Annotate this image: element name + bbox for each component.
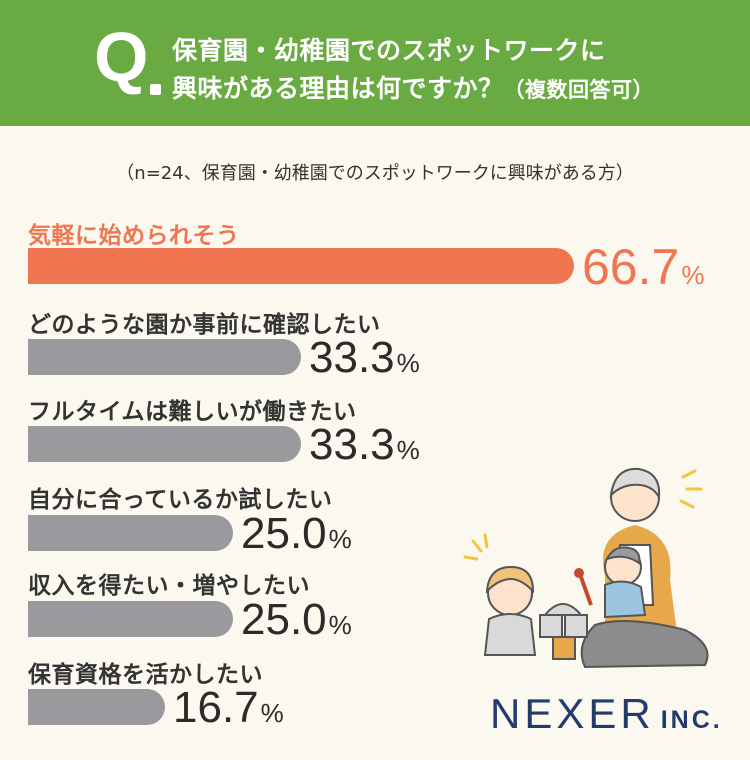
- bar: [28, 689, 165, 725]
- value-number: 25.0: [241, 509, 327, 558]
- logo-sub: INC.: [660, 706, 723, 734]
- value-number: 66.7: [582, 239, 680, 295]
- bar-label: 保育資格を活かしたい: [28, 662, 263, 688]
- q-dot: [150, 84, 161, 95]
- bar-value-label: 25.0%: [241, 595, 352, 645]
- bar-value-label: 16.7%: [173, 683, 284, 733]
- value-number: 16.7: [173, 683, 259, 732]
- bar-label: どのような園か事前に確認したい: [28, 312, 381, 338]
- childcare-illustration-icon: [463, 467, 709, 669]
- bar: [28, 248, 574, 284]
- bar: [28, 339, 301, 375]
- value-unit: %: [260, 698, 284, 728]
- value-number: 33.3: [309, 333, 395, 382]
- value-unit: %: [396, 435, 420, 465]
- value-unit: %: [396, 348, 420, 378]
- value-number: 33.3: [309, 420, 395, 469]
- bar-value-label: 66.7%: [582, 238, 704, 296]
- q-mark: Q: [94, 18, 149, 96]
- bar: [28, 426, 301, 462]
- bar-label: 自分に合っているか試したい: [28, 487, 333, 513]
- value-unit: %: [328, 610, 352, 640]
- question-line-1: 保育園・幼稚園でのスポットワークに: [172, 36, 606, 65]
- bar-label: フルタイムは難しいが働きたい: [28, 399, 357, 425]
- value-unit: %: [681, 260, 705, 290]
- nexer-logo: NEXER INC.: [490, 690, 723, 738]
- bar-label: 気軽に始められそう: [28, 223, 240, 249]
- logo-main: NEXER: [490, 690, 655, 737]
- bar-value-label: 25.0%: [241, 509, 352, 559]
- bar-value-label: 33.3%: [309, 333, 420, 383]
- question-line-2-text: 興味がある理由は何ですか？: [172, 74, 504, 103]
- bar-value-label: 33.3%: [309, 420, 420, 470]
- value-number: 25.0: [241, 595, 327, 644]
- question-line-2: 興味がある理由は何ですか？（複数回答可）: [172, 69, 654, 105]
- sample-note: （n=24、保育園・幼稚園でのスポットワークに興味がある方）: [116, 163, 634, 184]
- value-unit: %: [328, 524, 352, 554]
- bar-label: 収入を得たい・増やしたい: [28, 573, 310, 599]
- bar: [28, 601, 233, 637]
- bar: [28, 515, 233, 551]
- question-header: Q 保育園・幼稚園でのスポットワークに 興味がある理由は何ですか？（複数回答可）: [0, 0, 750, 126]
- question-line-2-suffix: （複数回答可）: [503, 78, 655, 102]
